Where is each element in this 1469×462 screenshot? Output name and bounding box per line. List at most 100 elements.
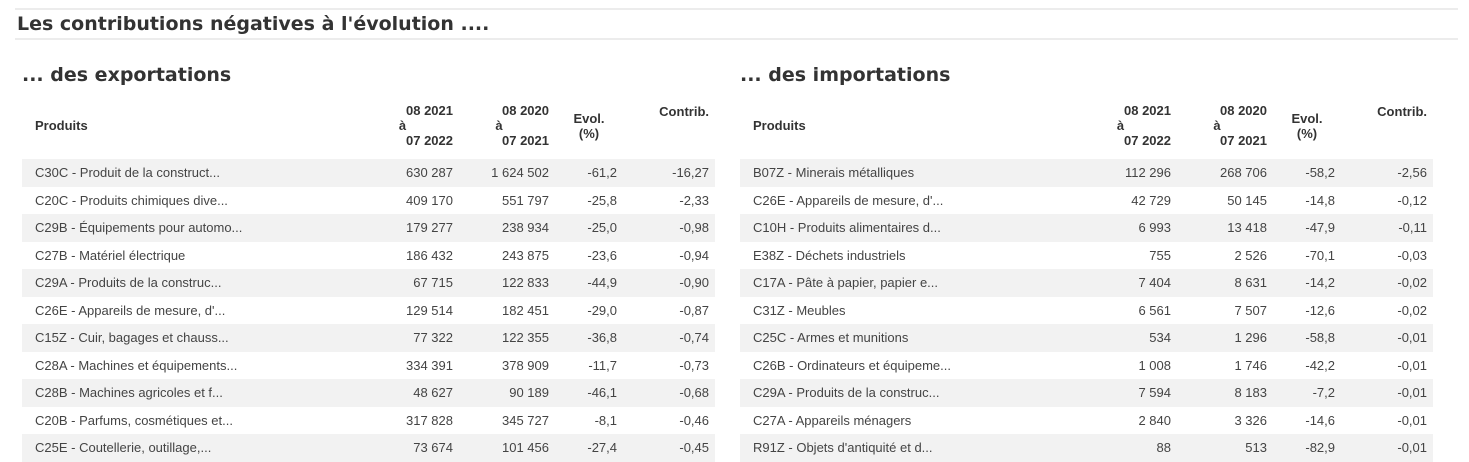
cell-produit: C26E - Appareils de mesure, d'... (35, 302, 226, 318)
cell-period2: 243 875 (502, 247, 549, 263)
table-row[interactable]: C29A - Produits de la construc... 7 594 8 … (740, 379, 1433, 407)
cell-period2: 551 797 (502, 192, 549, 208)
table-header-row: Produits 08 2021 à 07 2022 08 2020 à 07 … (740, 92, 1433, 159)
cell-evol: -14,8 (1305, 192, 1335, 208)
cell-evol: -14,6 (1305, 412, 1335, 428)
cell-contrib: -16,27 (623, 159, 715, 187)
col-header-produits[interactable]: Produits (753, 118, 806, 133)
title-divider (15, 38, 1458, 40)
cell-contrib: -0,02 (1397, 302, 1427, 318)
cell-period1: 1 008 (1138, 357, 1171, 373)
cell-contrib: -0,01 (1341, 434, 1433, 462)
cell-period2: 182 451 (502, 302, 549, 318)
table-row[interactable]: C29B - Équipements pour automo... 179 277… (22, 214, 715, 242)
cell-evol: -29,0 (587, 302, 617, 318)
table-row[interactable]: C26E - Appareils de mesure, d'... 129 514… (22, 297, 715, 325)
cell-period2: 345 727 (502, 412, 549, 428)
cell-produit: C15Z - Cuir, bagages et chauss... (22, 324, 362, 352)
table-row[interactable]: C17A - Pâte à papier, papier e... 7 404 8 … (740, 269, 1433, 297)
cell-produit: C26B - Ordinateurs et équipeme... (753, 357, 951, 373)
table-row[interactable]: C10H - Produits alimentaires d... 6 993 13… (740, 214, 1433, 242)
col-header-period2[interactable]: 08 2020 à 07 2021 (495, 103, 549, 148)
table-row[interactable]: C27A - Appareils ménagers 2 840 3 326 -14,6… (740, 407, 1433, 435)
cell-period1: 73 674 (362, 434, 459, 462)
cell-period1: 6 993 (1080, 214, 1177, 242)
cell-produit: C27A - Appareils ménagers (753, 412, 912, 428)
cell-period2: 90 189 (459, 379, 555, 407)
cell-period1: 67 715 (362, 269, 459, 297)
table-row[interactable]: C25E - Coutellerie, outillage,... 73 674 1… (22, 434, 715, 462)
cell-produit: C26E - Appareils de mesure, d'... (753, 192, 944, 208)
cell-period1: 179 277 (362, 214, 459, 242)
table-row[interactable]: C26E - Appareils de mesure, d'... 42 729 5… (740, 187, 1433, 215)
cell-period1: 317 828 (406, 412, 453, 428)
cell-period1: 42 729 (1131, 192, 1171, 208)
cell-evol: -58,8 (1273, 324, 1341, 352)
col-header-contrib[interactable]: Contrib. (659, 104, 709, 119)
cell-period1: 2 840 (1138, 412, 1171, 428)
cell-period2: 101 456 (459, 434, 555, 462)
cell-period1: 186 432 (406, 247, 453, 263)
col-header-evol[interactable]: Evol. (%) (1291, 110, 1323, 141)
table-row[interactable]: C28A - Machines et équipements... 334 391… (22, 352, 715, 380)
table-row[interactable]: E38Z - Déchets industriels 755 2 526 -70,1 -… (740, 242, 1433, 270)
cell-produit: C29B - Équipements pour automo... (22, 214, 362, 242)
cell-period1: 7 594 (1080, 379, 1177, 407)
cell-period2: 513 (1177, 434, 1273, 462)
cell-contrib: -0,12 (1397, 192, 1427, 208)
cell-evol: -47,9 (1273, 214, 1341, 242)
cell-period1: 409 170 (406, 192, 453, 208)
cell-produit: C28B - Machines agricoles et f... (22, 379, 362, 407)
cell-period1: 755 (1149, 247, 1171, 263)
table-row[interactable]: C26B - Ordinateurs et équipeme... 1 008 1 … (740, 352, 1433, 380)
cell-contrib: -2,56 (1341, 159, 1433, 187)
cell-produit: C17A - Pâte à papier, papier e... (740, 269, 1080, 297)
imports-section: ... des importations Produits 08 2021 à … (740, 64, 1433, 462)
cell-contrib: -0,01 (1341, 324, 1433, 352)
cell-produit: C28A - Machines et équipements... (35, 357, 238, 373)
cell-evol: -25,0 (555, 214, 623, 242)
cell-period2: 7 507 (1234, 302, 1267, 318)
cell-contrib: -0,98 (623, 214, 715, 242)
table-row[interactable]: C28B - Machines agricoles et f... 48 627 9… (22, 379, 715, 407)
cell-contrib: -0,87 (679, 302, 709, 318)
col-header-period1[interactable]: 08 2021 à 07 2022 (398, 103, 453, 148)
table-row[interactable]: B07Z - Minerais métalliques 112 296 268 70… (740, 159, 1433, 187)
table-row[interactable]: C31Z - Meubles 6 561 7 507 -12,6 -0,02 (740, 297, 1433, 325)
page-title: Les contributions négatives à l'évolutio… (17, 13, 490, 35)
cell-period2: 268 706 (1177, 159, 1273, 187)
cell-period2: 1 296 (1177, 324, 1273, 352)
col-header-period1[interactable]: 08 2021 à 07 2022 (1116, 103, 1171, 148)
cell-period2: 122 355 (459, 324, 555, 352)
col-header-evol[interactable]: Evol. (%) (573, 110, 605, 141)
col-header-contrib[interactable]: Contrib. (1377, 104, 1427, 119)
cell-contrib: -0,45 (623, 434, 715, 462)
table-row[interactable]: C15Z - Cuir, bagages et chauss... 77 322 1… (22, 324, 715, 352)
cell-produit: C31Z - Meubles (753, 302, 846, 318)
table-row[interactable]: C20B - Parfums, cosmétiques et... 317 828… (22, 407, 715, 435)
exports-section: ... des exportations Produits 08 2021 à … (22, 64, 715, 462)
table-row[interactable]: C25C - Armes et munitions 534 1 296 -58,8 -0… (740, 324, 1433, 352)
cell-period2: 2 526 (1234, 247, 1267, 263)
cell-evol: -61,2 (555, 159, 623, 187)
cell-produit: B07Z - Minerais métalliques (740, 159, 1080, 187)
cell-evol: -23,6 (587, 247, 617, 263)
cell-period2: 50 145 (1227, 192, 1267, 208)
cell-evol: -70,1 (1305, 247, 1335, 263)
cell-period1: 48 627 (362, 379, 459, 407)
cell-evol: -25,8 (587, 192, 617, 208)
table-header-row: Produits 08 2021 à 07 2022 08 2020 à 07 … (22, 92, 715, 159)
col-header-period2[interactable]: 08 2020 à 07 2021 (1213, 103, 1267, 148)
table-row[interactable]: C20C - Produits chimiques dive... 409 170… (22, 187, 715, 215)
cell-period2: 378 909 (502, 357, 549, 373)
cell-produit: C10H - Produits alimentaires d... (740, 214, 1080, 242)
table-row[interactable]: C27B - Matériel électrique 186 432 243 875… (22, 242, 715, 270)
table-row[interactable]: C30C - Produit de la construct... 630 287… (22, 159, 715, 187)
cell-period1: 7 404 (1080, 269, 1177, 297)
table-row[interactable]: R91Z - Objets d'antiquité et d... 88 513 -8… (740, 434, 1433, 462)
cell-produit: C25C - Armes et munitions (740, 324, 1080, 352)
exports-title: ... des exportations (22, 64, 232, 86)
top-divider (15, 8, 1458, 10)
col-header-produits[interactable]: Produits (35, 118, 88, 133)
table-row[interactable]: C29A - Produits de la construc... 67 715 1… (22, 269, 715, 297)
